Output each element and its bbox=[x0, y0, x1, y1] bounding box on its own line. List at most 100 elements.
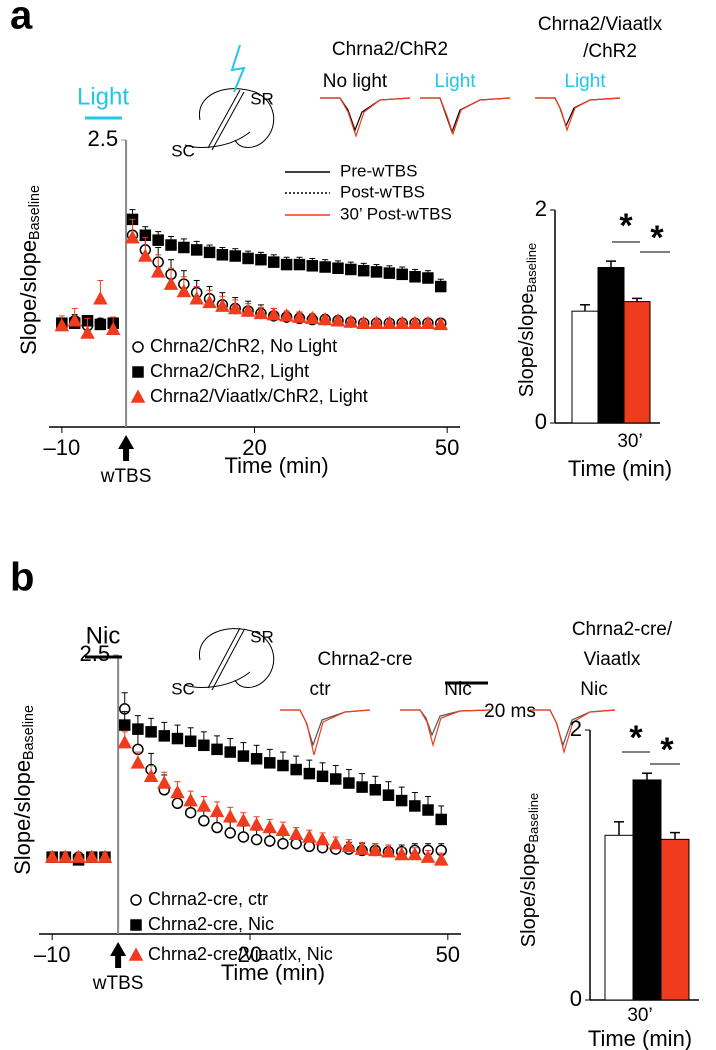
point bbox=[434, 280, 447, 293]
point bbox=[407, 315, 423, 329]
point bbox=[303, 767, 316, 780]
point bbox=[303, 840, 316, 853]
point bbox=[189, 291, 204, 305]
point bbox=[125, 230, 140, 244]
stimulus-label: Nic bbox=[86, 622, 121, 649]
point bbox=[165, 239, 177, 251]
point bbox=[80, 325, 95, 339]
x-tick-label: 50 bbox=[436, 942, 460, 967]
legend-label: Chrna2/ChR2, No Light bbox=[150, 336, 337, 356]
point bbox=[262, 819, 278, 834]
point bbox=[328, 836, 343, 850]
point bbox=[222, 809, 238, 823]
point bbox=[253, 305, 269, 320]
point bbox=[242, 252, 254, 265]
point bbox=[316, 770, 329, 783]
point bbox=[330, 313, 346, 327]
point bbox=[370, 266, 383, 278]
point bbox=[84, 849, 100, 863]
point bbox=[277, 837, 289, 850]
legend-marker bbox=[128, 947, 144, 961]
legend-marker bbox=[132, 341, 144, 353]
point bbox=[150, 264, 166, 278]
point bbox=[216, 249, 229, 261]
panel-label: a bbox=[10, 0, 33, 38]
trace-label: Nic bbox=[444, 679, 471, 700]
point bbox=[198, 739, 210, 752]
stimulus-label: Light bbox=[77, 83, 129, 110]
point bbox=[184, 735, 197, 748]
trace-label: Nic bbox=[580, 679, 607, 700]
point bbox=[44, 849, 60, 863]
point bbox=[163, 276, 179, 290]
y-label-main: Slope/slope bbox=[16, 240, 41, 355]
legend-marker bbox=[132, 366, 144, 378]
point bbox=[224, 746, 236, 758]
trace-label: Light bbox=[434, 71, 476, 92]
legend-label: Chrna2-cre/Viaatlx, Nic bbox=[148, 944, 333, 964]
trace-group: Viaatlx bbox=[584, 649, 641, 670]
point bbox=[420, 315, 436, 329]
point bbox=[152, 234, 164, 246]
point bbox=[196, 798, 212, 812]
legend-marker bbox=[130, 389, 146, 403]
y-tick-label: 2.5 bbox=[80, 641, 111, 666]
point bbox=[368, 842, 383, 857]
point bbox=[157, 775, 172, 789]
bar bbox=[604, 834, 634, 1001]
point bbox=[329, 773, 342, 785]
point bbox=[250, 753, 263, 765]
x-axis-label: Time (min) bbox=[224, 453, 328, 478]
y-label-sub: Baseline bbox=[27, 185, 43, 240]
point bbox=[130, 755, 146, 769]
significance: * bbox=[650, 219, 664, 257]
y-label-sub: Baseline bbox=[21, 705, 37, 760]
point bbox=[369, 315, 384, 329]
point bbox=[138, 248, 153, 262]
point bbox=[356, 315, 371, 329]
point bbox=[229, 250, 241, 262]
point bbox=[268, 256, 280, 268]
point bbox=[396, 268, 408, 281]
y-label-main: Slope/slope bbox=[518, 843, 540, 948]
point bbox=[345, 263, 357, 276]
schematic-label: SR bbox=[250, 627, 274, 646]
y-tick-label: 0 bbox=[570, 986, 582, 1011]
significance: * bbox=[629, 719, 643, 757]
point bbox=[435, 813, 447, 826]
schematic-label: SC bbox=[171, 679, 195, 698]
y-axis-label: Slope/slopeBaseline bbox=[518, 793, 541, 947]
point bbox=[198, 815, 210, 827]
point bbox=[249, 817, 264, 831]
point bbox=[118, 719, 131, 731]
point bbox=[97, 849, 113, 863]
point bbox=[341, 838, 357, 853]
bar bbox=[632, 779, 662, 1001]
x-axis-label: Time (min) bbox=[221, 960, 325, 985]
event-arrow bbox=[118, 435, 135, 461]
point bbox=[356, 781, 368, 793]
point bbox=[132, 723, 144, 735]
point bbox=[305, 310, 320, 325]
point bbox=[409, 800, 421, 812]
y-label-main: Slope/slope bbox=[10, 760, 35, 875]
legend-label: Chrna2-cre, ctr bbox=[148, 889, 268, 909]
legend-marker bbox=[130, 919, 142, 931]
point bbox=[203, 246, 216, 259]
x-tick-label: 30’ bbox=[627, 1005, 652, 1026]
trace-label: Light bbox=[564, 71, 606, 92]
point bbox=[215, 298, 230, 312]
point bbox=[250, 833, 263, 846]
legend-label: Chrna2-cre, Nic bbox=[148, 914, 274, 934]
point bbox=[433, 852, 449, 866]
point bbox=[184, 806, 197, 819]
point bbox=[176, 283, 192, 298]
point bbox=[420, 849, 436, 863]
point bbox=[277, 759, 289, 772]
point bbox=[255, 253, 267, 266]
significance: * bbox=[660, 731, 674, 769]
event-label: wTBS bbox=[92, 973, 144, 994]
point bbox=[183, 792, 198, 807]
point bbox=[266, 307, 282, 321]
